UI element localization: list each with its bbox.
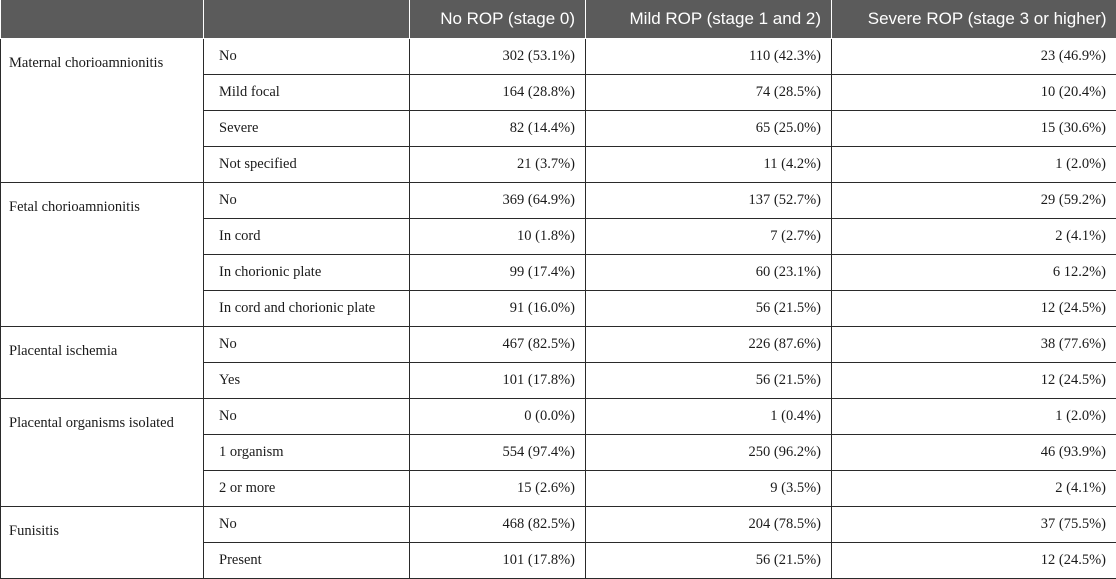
cell-no-rop: 21 (3.7%) [410, 147, 586, 183]
cell-mild-rop: 1 (0.4%) [586, 399, 832, 435]
cell-mild-rop: 250 (96.2%) [586, 435, 832, 471]
row-category-label: In cord and chorionic plate [204, 291, 410, 327]
cell-no-rop: 101 (17.8%) [410, 363, 586, 399]
cell-no-rop: 369 (64.9%) [410, 183, 586, 219]
row-category-label: Mild focal [204, 75, 410, 111]
cell-no-rop: 468 (82.5%) [410, 507, 586, 543]
header-row: No ROP (stage 0) Mild ROP (stage 1 and 2… [1, 0, 1116, 39]
cell-no-rop: 302 (53.1%) [410, 39, 586, 75]
cell-mild-rop: 56 (21.5%) [586, 291, 832, 327]
header-variable [1, 0, 204, 39]
cell-mild-rop: 60 (23.1%) [586, 255, 832, 291]
cell-mild-rop: 56 (21.5%) [586, 363, 832, 399]
cell-mild-rop: 110 (42.3%) [586, 39, 832, 75]
cell-severe-rop: 23 (46.9%) [832, 39, 1116, 75]
header-category [204, 0, 410, 39]
cell-severe-rop: 1 (2.0%) [832, 399, 1116, 435]
row-category-label: Severe [204, 111, 410, 147]
row-category-label: No [204, 399, 410, 435]
cell-severe-rop: 2 (4.1%) [832, 471, 1116, 507]
cell-mild-rop: 74 (28.5%) [586, 75, 832, 111]
cell-mild-rop: 226 (87.6%) [586, 327, 832, 363]
header-severe-rop: Severe ROP (stage 3 or higher) [832, 0, 1116, 39]
cell-severe-rop: 12 (24.5%) [832, 363, 1116, 399]
cell-severe-rop: 12 (24.5%) [832, 291, 1116, 327]
row-category-label: In chorionic plate [204, 255, 410, 291]
cell-no-rop: 15 (2.6%) [410, 471, 586, 507]
cell-no-rop: 91 (16.0%) [410, 291, 586, 327]
cell-severe-rop: 12 (24.5%) [832, 543, 1116, 579]
group-label: Maternal chorioamnionitis [1, 39, 204, 183]
row-category-label: 1 organism [204, 435, 410, 471]
cell-mild-rop: 65 (25.0%) [586, 111, 832, 147]
table-header: No ROP (stage 0) Mild ROP (stage 1 and 2… [1, 0, 1116, 39]
cell-no-rop: 467 (82.5%) [410, 327, 586, 363]
group-label: Fetal chorioamnionitis [1, 183, 204, 327]
group-label: Funisitis [1, 507, 204, 579]
group-label: Placental organisms isolated [1, 399, 204, 507]
cell-no-rop: 554 (97.4%) [410, 435, 586, 471]
cell-no-rop: 0 (0.0%) [410, 399, 586, 435]
cell-no-rop: 99 (17.4%) [410, 255, 586, 291]
cell-severe-rop: 29 (59.2%) [832, 183, 1116, 219]
cell-severe-rop: 6 12.2%) [832, 255, 1116, 291]
row-category-label: In cord [204, 219, 410, 255]
cell-mild-rop: 56 (21.5%) [586, 543, 832, 579]
header-no-rop: No ROP (stage 0) [410, 0, 586, 39]
row-category-label: No [204, 327, 410, 363]
cell-mild-rop: 7 (2.7%) [586, 219, 832, 255]
cell-mild-rop: 137 (52.7%) [586, 183, 832, 219]
cell-severe-rop: 10 (20.4%) [832, 75, 1116, 111]
cell-severe-rop: 15 (30.6%) [832, 111, 1116, 147]
cell-no-rop: 82 (14.4%) [410, 111, 586, 147]
cell-no-rop: 10 (1.8%) [410, 219, 586, 255]
cell-mild-rop: 9 (3.5%) [586, 471, 832, 507]
cell-mild-rop: 11 (4.2%) [586, 147, 832, 183]
cell-severe-rop: 2 (4.1%) [832, 219, 1116, 255]
cell-mild-rop: 204 (78.5%) [586, 507, 832, 543]
cell-severe-rop: 1 (2.0%) [832, 147, 1116, 183]
cell-severe-rop: 46 (93.9%) [832, 435, 1116, 471]
cell-severe-rop: 38 (77.6%) [832, 327, 1116, 363]
cell-no-rop: 164 (28.8%) [410, 75, 586, 111]
group-label: Placental ischemia [1, 327, 204, 399]
row-category-label: Yes [204, 363, 410, 399]
row-category-label: No [204, 39, 410, 75]
row-category-label: 2 or more [204, 471, 410, 507]
cell-no-rop: 101 (17.8%) [410, 543, 586, 579]
row-category-label: No [204, 507, 410, 543]
cell-severe-rop: 37 (75.5%) [832, 507, 1116, 543]
row-category-label: Present [204, 543, 410, 579]
row-category-label: Not specified [204, 147, 410, 183]
row-category-label: No [204, 183, 410, 219]
header-mild-rop: Mild ROP (stage 1 and 2) [586, 0, 832, 39]
